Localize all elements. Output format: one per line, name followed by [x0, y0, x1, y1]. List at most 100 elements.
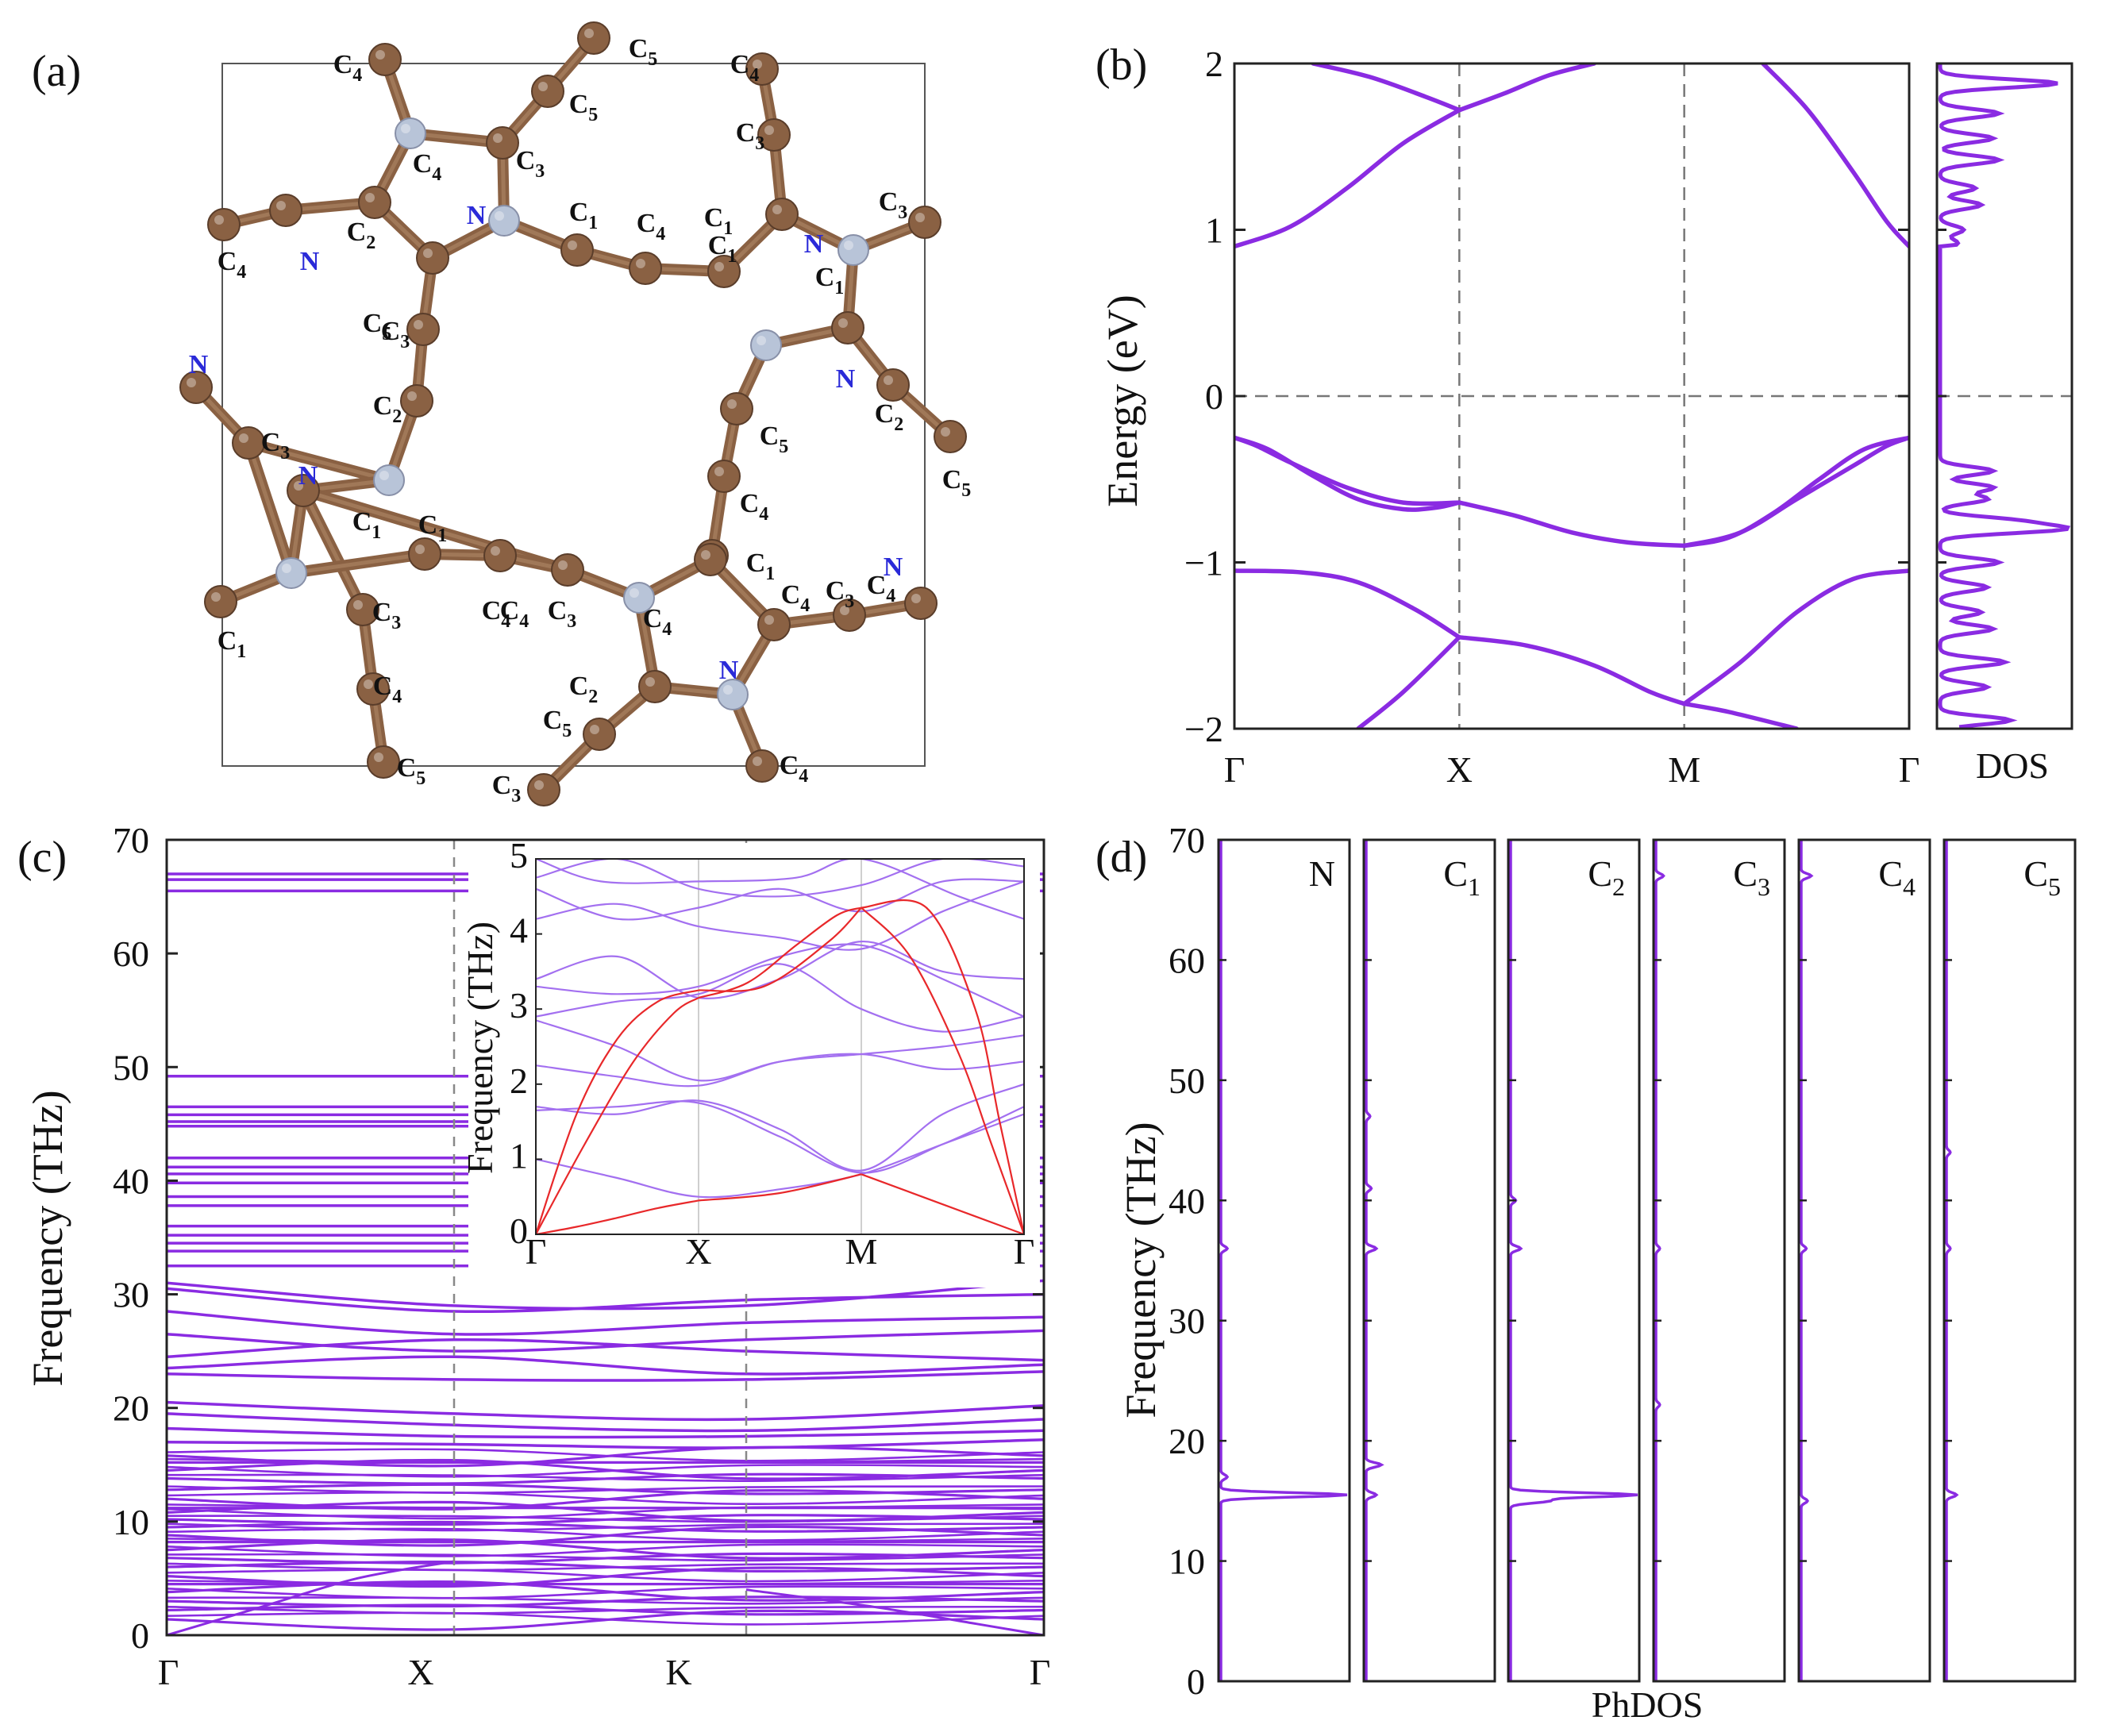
nitrogen-atom: [373, 464, 405, 496]
atom-label: C2: [875, 399, 904, 435]
carbon-atom: [765, 198, 799, 231]
b-dos-xlabel: DOS: [1976, 745, 2049, 786]
phonon-mid-band: [167, 1355, 1044, 1376]
phonon-low-band: [167, 1483, 1044, 1495]
atom-label-subscript: 3: [535, 161, 545, 182]
atom-shine: [538, 82, 548, 91]
phdos-panel-label: C3: [1733, 853, 1770, 901]
phonon-low-band: [167, 1580, 1044, 1586]
atom-label: C5: [629, 34, 658, 70]
phdos-frame: [1362, 838, 1496, 1683]
inset-acoustic-branch: [536, 1199, 699, 1234]
atom-label-subscript: 2: [392, 406, 402, 427]
panel-c-label: (c): [17, 833, 67, 882]
atom-shine: [584, 29, 594, 38]
b-kpoint-label: Γ: [1224, 749, 1246, 790]
atom-shine: [772, 205, 782, 214]
phdos-label-subscript: 4: [1903, 872, 1916, 901]
atom-label-subscript: 3: [898, 202, 907, 223]
bond-highlight: [246, 441, 391, 483]
b-kpoint-label: M: [1668, 749, 1700, 790]
atom-label: N: [719, 656, 739, 685]
phonon-mid-band: [167, 1426, 1044, 1439]
phonon-low-band: [167, 1585, 1044, 1599]
nitrogen-atom: [488, 205, 520, 237]
atom-label: C4: [740, 489, 769, 525]
atom-label-subscript: 5: [588, 105, 598, 125]
d-xlabel: PhDOS: [1592, 1684, 1704, 1725]
inset-acoustic-branch: [536, 997, 699, 1234]
carbon-atom: [269, 194, 302, 227]
carbon-atom: [356, 672, 390, 706]
phonon-low-band: [167, 1611, 1044, 1626]
atom-shine: [568, 241, 577, 250]
atom-shine: [714, 467, 724, 476]
phdos-curve-2: [1365, 840, 1384, 1680]
atom-shine: [364, 679, 373, 689]
phonon-low-band: [167, 1562, 1044, 1572]
atom-shine: [495, 211, 504, 221]
atom-shine: [374, 753, 383, 762]
unit-cell-box: [221, 63, 926, 767]
atom-label-subscript: 5: [382, 324, 391, 345]
atom-label: N: [298, 461, 318, 491]
phonon-low-band: [167, 1500, 1044, 1522]
atom-label: C4: [780, 751, 809, 787]
atom-shine: [844, 241, 853, 250]
phonon-low-band: [167, 1464, 1044, 1478]
c-ytick-label: 20: [113, 1388, 149, 1429]
atom-shine: [375, 50, 385, 60]
phdos-curve-6: [1945, 840, 1959, 1680]
atom-shine: [379, 471, 389, 480]
inset-ytick-label: 5: [510, 835, 528, 876]
nitrogen-atom: [717, 679, 749, 710]
atom-shine: [276, 201, 286, 210]
band-v9: [1356, 635, 1462, 729]
atom-shine: [534, 780, 544, 790]
inset-optical-branch: [536, 943, 1024, 1018]
atom-label-subscript: 2: [894, 414, 903, 435]
band-v10: [1681, 701, 1800, 729]
phonon-acoustic: [167, 1560, 455, 1635]
c-ytick-label: 50: [113, 1047, 149, 1087]
d-ylabel: Frequency (THz): [1117, 1122, 1165, 1418]
c-ytick-label: 60: [113, 933, 149, 974]
inset-ytick-label: 1: [510, 1135, 528, 1176]
atom-label-subscript: 4: [759, 504, 768, 525]
atom-label: C2: [373, 391, 402, 427]
atom-label: N: [884, 552, 903, 582]
carbon-atom: [720, 392, 753, 425]
band-c2: [1311, 64, 1462, 113]
phonon-low-band: [167, 1561, 1044, 1573]
atom-label-subscript: 5: [562, 721, 572, 741]
atom-label-subscript: 4: [749, 65, 759, 86]
inset-optical-branch: [536, 859, 1024, 898]
carbon-atom: [904, 587, 938, 620]
atom-shine: [493, 133, 502, 143]
atom-shine: [645, 677, 655, 687]
b-dos-plot: [1935, 62, 2073, 730]
c-frame: [165, 838, 1045, 1637]
atom-shine: [884, 375, 893, 385]
carbon-atom: [367, 745, 400, 779]
carbon-atom: [406, 313, 440, 346]
atom-label: C5: [942, 465, 972, 501]
atom-shine: [401, 124, 410, 133]
atom-label-subscript: 1: [237, 641, 246, 662]
atom-shine: [414, 320, 423, 329]
inset-acoustic-branch: [698, 1173, 862, 1202]
inset-optical-branch: [536, 1100, 1024, 1174]
atom-label-subscript: 4: [519, 611, 529, 632]
atom-label-subscript: 4: [886, 586, 895, 606]
phonon-low-band: [167, 1543, 1044, 1557]
atom-label: C3: [736, 118, 765, 154]
atom-shine: [282, 564, 291, 573]
band-v7: [1457, 635, 1687, 706]
atom-label-subscript: 4: [501, 611, 510, 632]
d-ytick-label: 70: [1169, 820, 1205, 860]
carbon-atom: [527, 773, 560, 806]
d-ytick-label: 60: [1169, 940, 1205, 980]
d-plot-area: 70 60 50 40 30 20 10 0 N C1 C2 C3 C4 C5: [1169, 820, 2077, 1702]
carbon-atom: [287, 474, 320, 507]
